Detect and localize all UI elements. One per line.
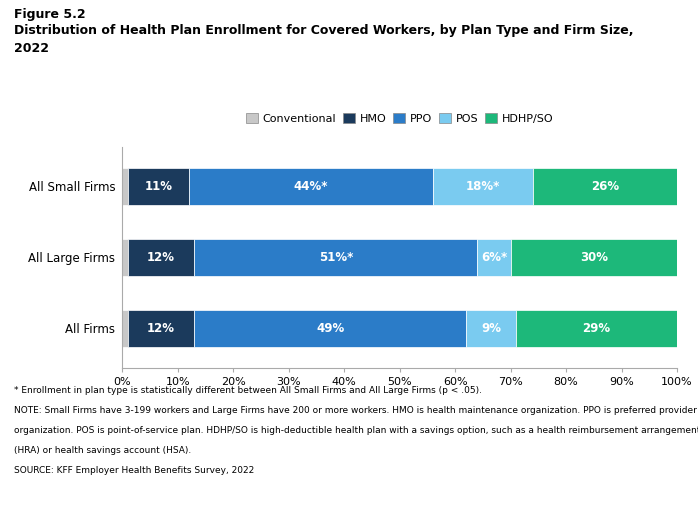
Text: 9%: 9% <box>481 322 501 335</box>
Bar <box>122 167 128 205</box>
Bar <box>466 310 516 347</box>
Text: * Enrollment in plan type is statistically different between All Small Firms and: * Enrollment in plan type is statistical… <box>14 386 482 395</box>
Text: 18%*: 18%* <box>466 180 500 193</box>
Bar <box>533 167 677 205</box>
Text: Distribution of Health Plan Enrollment for Covered Workers, by Plan Type and Fir: Distribution of Health Plan Enrollment f… <box>14 24 634 37</box>
Text: 51%*: 51%* <box>318 251 353 264</box>
Text: 12%: 12% <box>147 251 175 264</box>
Text: (HRA) or health savings account (HSA).: (HRA) or health savings account (HSA). <box>14 446 191 455</box>
Bar <box>128 167 188 205</box>
Bar <box>128 239 194 276</box>
Text: 6%*: 6%* <box>481 251 507 264</box>
Text: 30%: 30% <box>580 251 608 264</box>
Bar <box>122 239 128 276</box>
Text: 26%: 26% <box>591 180 619 193</box>
Text: SOURCE: KFF Employer Health Benefits Survey, 2022: SOURCE: KFF Employer Health Benefits Sur… <box>14 466 254 475</box>
Bar <box>188 167 433 205</box>
Bar <box>516 310 677 347</box>
Bar <box>194 310 466 347</box>
Text: organization. POS is point-of-service plan. HDHP/SO is high-deductible health pl: organization. POS is point-of-service pl… <box>14 426 698 435</box>
Text: 2022: 2022 <box>14 42 49 55</box>
Text: 11%: 11% <box>144 180 172 193</box>
Text: 44%*: 44%* <box>294 180 328 193</box>
Bar <box>477 239 510 276</box>
Bar <box>128 310 194 347</box>
Bar <box>433 167 533 205</box>
Text: Figure 5.2: Figure 5.2 <box>14 8 86 21</box>
Text: NOTE: Small Firms have 3-199 workers and Large Firms have 200 or more workers. H: NOTE: Small Firms have 3-199 workers and… <box>14 406 697 415</box>
Bar <box>122 310 128 347</box>
Text: 12%: 12% <box>147 322 175 335</box>
Legend: Conventional, HMO, PPO, POS, HDHP/SO: Conventional, HMO, PPO, POS, HDHP/SO <box>246 113 553 124</box>
Text: 29%: 29% <box>583 322 611 335</box>
Bar <box>194 239 477 276</box>
Bar <box>510 239 677 276</box>
Text: 49%: 49% <box>316 322 344 335</box>
